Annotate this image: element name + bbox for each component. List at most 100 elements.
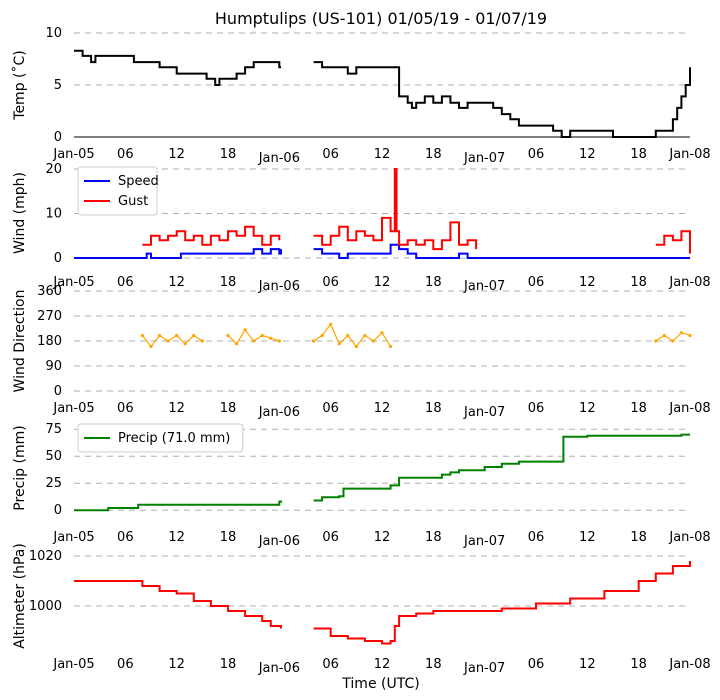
x-tick-label: Jan-08: [668, 657, 710, 672]
direction-line: [227, 328, 280, 345]
x-tick-label: 12: [579, 147, 596, 162]
series-line-altimeter: [74, 580, 282, 629]
panel-2: 0 10 20 Jan-05 06 12 18 Jan-06 06 12 18 Jan-07 06 12 1…: [12, 162, 711, 294]
y-axis-label: Altimeter (hPa): [12, 543, 28, 649]
x-tick-label: Jan-06: [258, 279, 300, 294]
x-tick-label: 06: [528, 401, 545, 416]
series-line-speed: [74, 248, 282, 259]
y-tick-label: 10: [45, 207, 62, 222]
x-tick-label: Jan-08: [668, 401, 710, 416]
x-tick-label: 18: [425, 530, 442, 545]
x-tick-label: 12: [168, 401, 185, 416]
x-tick-label: 12: [374, 147, 391, 162]
series-line-precip: [313, 433, 690, 502]
y-axis-label: Temp (˚C): [11, 50, 28, 120]
x-tick-label: 18: [630, 401, 647, 416]
x-tick-label: 12: [374, 275, 391, 290]
x-tick-label: 12: [579, 657, 596, 672]
x-tick-label: Jan-06: [258, 534, 300, 549]
x-tick-label: Jan-05: [52, 401, 94, 416]
x-tick-label: Jan-08: [668, 147, 710, 162]
y-tick-label: 50: [45, 449, 62, 464]
x-tick-label: 12: [168, 147, 185, 162]
x-tick-label: Jan-05: [52, 657, 94, 672]
legend: Speed Gust: [77, 166, 159, 216]
x-tick-label: 06: [528, 275, 545, 290]
y-tick-label: 180: [37, 334, 62, 349]
panel-3: 0 90 180 270 360 Jan-05 06 12 18 Jan-06 06 12 18 Jan-…: [12, 284, 711, 420]
legend-box: [77, 423, 244, 453]
panel-5: 1000 1020 Jan-05 06 12 18 Jan-06 06 12 18 Jan-07 06…: [12, 543, 711, 676]
x-tick-label: 12: [168, 530, 185, 545]
direction-line: [313, 323, 392, 348]
x-tick-label: 12: [374, 401, 391, 416]
x-tick-label: Jan-08: [668, 275, 710, 290]
y-tick-label: 75: [45, 422, 62, 437]
x-tick-label: 18: [630, 147, 647, 162]
y-tick-label: 360: [37, 284, 62, 299]
series-line-temp: [313, 61, 691, 138]
x-tick-label: 18: [630, 530, 647, 545]
x-tick-label: 06: [322, 530, 339, 545]
x-tick-label: 06: [117, 657, 134, 672]
legend-box: [77, 166, 158, 216]
y-tick-label: 5: [54, 78, 62, 93]
series-line-gust: [313, 168, 478, 251]
y-tick-label: 1020: [29, 549, 62, 564]
direction-line: [655, 332, 691, 342]
y-tick-label: 10: [45, 26, 62, 41]
x-tick-label: 18: [425, 147, 442, 162]
x-tick-label: Jan-05: [52, 147, 94, 162]
y-tick-label: 0: [54, 503, 62, 518]
x-tick-label: 12: [579, 275, 596, 290]
x-tick-label: 12: [374, 530, 391, 545]
x-tick-label: 06: [322, 275, 339, 290]
series-line-gust: [655, 230, 691, 254]
x-tick-label: 06: [117, 147, 134, 162]
series-line-temp: [74, 49, 281, 86]
x-tick-label: 18: [220, 275, 237, 290]
y-tick-label: 20: [45, 162, 62, 177]
direction-line: [141, 334, 203, 348]
panel-1: 0 5 10 Jan-05 06 12 18 Jan-06 06 12 18 Jan-07 06 12 18…: [11, 26, 711, 166]
x-tick-label: 06: [322, 147, 339, 162]
y-axis-label: Wind (mph): [12, 172, 28, 254]
y-axis-label: Wind Direction: [12, 290, 28, 393]
y-tick-label: 0: [54, 251, 62, 266]
x-tick-label: 18: [425, 401, 442, 416]
x-tick-label: Jan-06: [258, 661, 300, 676]
series-line-altimeter: [313, 561, 691, 645]
legend-label: Precip (71.0 mm): [118, 431, 230, 446]
x-tick-label: 06: [117, 530, 134, 545]
x-axis-label: Time (UTC): [341, 676, 419, 692]
x-tick-label: 06: [528, 530, 545, 545]
x-tick-label: 06: [528, 657, 545, 672]
x-tick-label: 06: [117, 401, 134, 416]
x-tick-label: 06: [322, 657, 339, 672]
x-tick-label: 18: [220, 147, 237, 162]
x-tick-label: Jan-05: [52, 530, 94, 545]
x-tick-label: 18: [220, 401, 237, 416]
series-line-precip: [74, 500, 282, 512]
chart-title: Humptulips (US-101) 01/05/19 - 01/07/19: [215, 9, 547, 28]
y-tick-label: 90: [45, 359, 62, 374]
x-tick-label: 18: [425, 275, 442, 290]
x-tick-label: Jan-06: [258, 151, 300, 166]
x-tick-label: Jan-08: [668, 530, 710, 545]
series-line-gust: [142, 225, 281, 246]
x-tick-label: 06: [322, 401, 339, 416]
x-tick-label: Jan-05: [52, 275, 94, 290]
x-tick-label: Jan-07: [463, 151, 505, 166]
x-tick-label: 18: [630, 657, 647, 672]
x-tick-label: 18: [220, 530, 237, 545]
y-tick-label: 1000: [29, 599, 62, 614]
x-tick-label: 12: [579, 401, 596, 416]
x-tick-label: 12: [579, 530, 596, 545]
y-tick-label: 0: [54, 384, 62, 399]
y-axis-label: Precip (mm): [12, 425, 28, 510]
x-tick-label: 18: [630, 275, 647, 290]
x-tick-label: 06: [528, 147, 545, 162]
x-tick-label: 06: [117, 275, 134, 290]
x-tick-label: Jan-07: [463, 279, 505, 294]
